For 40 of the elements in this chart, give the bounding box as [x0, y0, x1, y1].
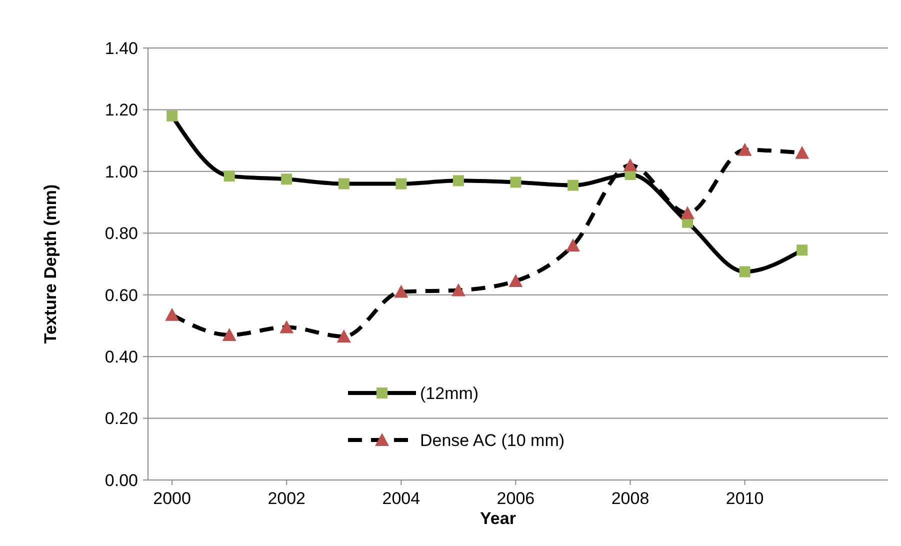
x-tick-label: 2006 — [496, 489, 535, 508]
y-tick-label: 1.20 — [104, 100, 138, 120]
point — [510, 176, 522, 188]
point — [280, 320, 294, 334]
point — [166, 110, 178, 122]
point — [795, 146, 810, 159]
point — [336, 330, 351, 343]
y-tick-label: 0.40 — [104, 348, 138, 367]
point — [567, 180, 578, 191]
x-axis-title: Year — [480, 509, 516, 528]
point — [281, 174, 292, 185]
y-tick-label: 1.40 — [104, 38, 138, 58]
x-tick-label: 2004 — [382, 489, 420, 508]
point — [739, 266, 750, 278]
y-tick-label: 1.00 — [104, 162, 138, 182]
point — [222, 328, 236, 341]
legend-label: Dense AC (10 mm) — [420, 430, 565, 450]
point — [165, 308, 180, 321]
point — [396, 178, 407, 190]
point — [738, 142, 752, 156]
point — [338, 178, 350, 190]
x-tick-label: 2000 — [153, 489, 191, 508]
y-tick-label: 0.60 — [104, 286, 138, 305]
point — [796, 244, 808, 256]
point — [680, 206, 695, 220]
y-tick-label: 0.80 — [104, 224, 138, 244]
x-tick-label: 2002 — [268, 489, 306, 508]
x-tick-label: 2010 — [726, 489, 764, 508]
point — [508, 274, 523, 287]
point — [394, 284, 408, 298]
point — [224, 170, 235, 182]
point — [451, 283, 466, 296]
y-tick-label: 0.20 — [104, 409, 138, 428]
y-tick-label: 0.00 — [104, 470, 138, 490]
x-tick-label: 2008 — [611, 489, 650, 508]
point — [452, 175, 464, 186]
point — [623, 158, 638, 172]
y-axis-title: Texture Depth (mm) — [41, 184, 60, 344]
point — [566, 238, 580, 252]
legend-label: (12mm) — [420, 384, 479, 403]
